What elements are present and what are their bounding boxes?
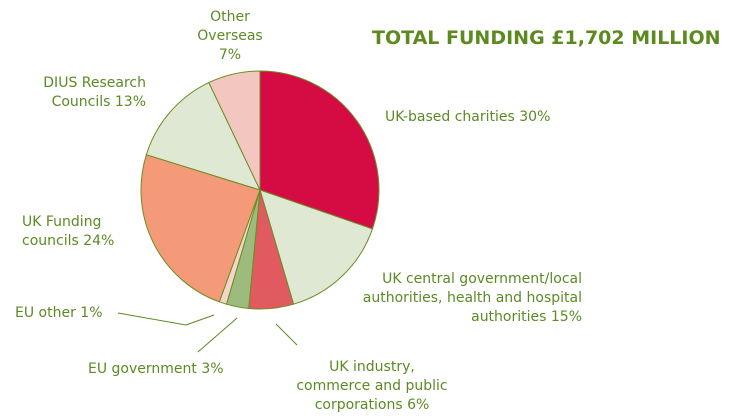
category-label: UK central government/local authorities,… <box>362 271 582 325</box>
pie-slice <box>140 154 261 303</box>
value-label: 6% <box>407 397 430 413</box>
leader-line <box>197 317 238 353</box>
pie-slice <box>259 189 374 305</box>
value-label: 3% <box>201 361 224 377</box>
slice-label: Other Overseas 7% <box>185 8 275 65</box>
slice-label: UK industry, commerce and public corpora… <box>292 358 452 415</box>
slice-label: EU government 3% <box>88 360 248 379</box>
category-label: DIUS Research Councils <box>43 75 146 110</box>
pie-slice <box>208 70 261 191</box>
category-label: EU other <box>15 305 76 321</box>
category-label: UK Funding councils <box>22 214 102 249</box>
leader-line <box>275 323 298 346</box>
value-label: 13% <box>114 94 146 110</box>
slice-label: UK-based charities 30% <box>385 108 585 127</box>
leader-line <box>117 312 215 326</box>
slice-label: UK central government/local authorities,… <box>360 270 582 327</box>
category-label: UK industry, commerce and public corpora… <box>296 359 448 413</box>
category-label: Other Overseas <box>197 9 263 44</box>
pie-slice <box>145 81 261 191</box>
chart-title: TOTAL FUNDING £1,702 MILLION <box>372 27 721 49</box>
slice-label: EU other 1% <box>15 304 115 323</box>
value-label: 30% <box>519 109 551 125</box>
slice-label: UK Funding councils 24% <box>22 213 122 251</box>
category-label: UK-based charities <box>385 109 515 125</box>
category-label: EU government <box>88 361 197 377</box>
slice-label: DIUS Research Councils 13% <box>20 74 146 112</box>
value-label: 15% <box>550 309 582 325</box>
value-label: 7% <box>218 47 242 63</box>
value-label: 24% <box>83 233 115 249</box>
pie-slice <box>259 70 380 230</box>
value-label: 1% <box>80 305 103 321</box>
